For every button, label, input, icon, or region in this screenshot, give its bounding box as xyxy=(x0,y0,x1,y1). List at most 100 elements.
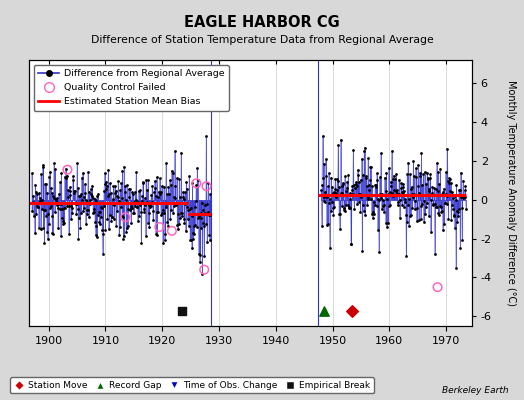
Point xyxy=(186,236,194,243)
Point xyxy=(46,169,54,175)
Point xyxy=(440,185,448,192)
Point xyxy=(176,215,184,221)
Point xyxy=(354,191,363,197)
Point xyxy=(27,170,36,176)
Point xyxy=(182,228,190,234)
Point xyxy=(42,181,50,187)
Point xyxy=(117,180,125,186)
Point xyxy=(49,193,58,199)
Point xyxy=(444,178,452,184)
Point xyxy=(41,212,50,219)
Point xyxy=(184,223,193,230)
Point xyxy=(390,187,399,193)
Point xyxy=(329,205,337,212)
Point xyxy=(323,222,331,228)
Point xyxy=(113,208,121,214)
Point xyxy=(319,161,328,167)
Point xyxy=(353,166,362,173)
Point xyxy=(126,207,134,214)
Point xyxy=(378,203,387,209)
Point xyxy=(195,259,204,265)
Point xyxy=(337,203,346,210)
Text: Berkeley Earth: Berkeley Earth xyxy=(442,386,508,395)
Point xyxy=(411,165,420,172)
Point xyxy=(421,168,429,175)
Point xyxy=(58,206,66,213)
Point xyxy=(379,202,388,208)
Point xyxy=(105,191,113,198)
Point xyxy=(62,173,71,180)
Point xyxy=(62,174,70,181)
Point xyxy=(45,220,53,227)
Point xyxy=(446,180,455,186)
Point xyxy=(170,202,178,209)
Point xyxy=(363,182,371,189)
Point xyxy=(362,175,370,182)
Point xyxy=(128,189,136,196)
Point xyxy=(405,196,413,202)
Point xyxy=(454,213,462,219)
Point xyxy=(158,210,167,216)
Point xyxy=(160,210,168,216)
Point xyxy=(370,202,379,208)
Point xyxy=(356,209,365,215)
Point xyxy=(168,167,176,174)
Point xyxy=(118,168,127,174)
Point xyxy=(395,176,403,183)
Point xyxy=(168,170,177,176)
Point xyxy=(87,191,95,197)
Point xyxy=(83,211,92,217)
Point xyxy=(454,209,463,216)
Point xyxy=(56,233,64,239)
Point xyxy=(457,194,465,200)
Point xyxy=(438,191,446,197)
Point xyxy=(103,182,111,189)
Point xyxy=(431,186,440,192)
Point xyxy=(460,187,468,194)
Point xyxy=(432,160,441,166)
Point xyxy=(342,188,350,194)
Point xyxy=(342,201,351,208)
Point xyxy=(95,209,103,215)
Point xyxy=(433,204,441,211)
Point xyxy=(80,194,89,201)
Point xyxy=(366,164,375,170)
Point xyxy=(144,210,152,216)
Point xyxy=(37,171,45,177)
Point xyxy=(151,185,159,192)
Point xyxy=(167,182,176,188)
Point xyxy=(66,188,74,194)
Point xyxy=(345,205,353,211)
Point xyxy=(318,222,326,229)
Point xyxy=(458,237,466,244)
Point xyxy=(166,216,174,222)
Point xyxy=(328,199,336,206)
Point xyxy=(365,182,374,188)
Point xyxy=(85,214,93,221)
Point xyxy=(191,204,200,210)
Point xyxy=(68,210,76,216)
Point xyxy=(421,210,430,217)
Point xyxy=(70,190,79,196)
Point xyxy=(340,205,348,211)
Point xyxy=(77,210,85,216)
Point xyxy=(397,185,405,192)
Point xyxy=(355,199,363,205)
Point xyxy=(106,212,114,218)
Point xyxy=(388,193,397,200)
Point xyxy=(441,200,449,206)
Point xyxy=(427,228,435,235)
Point xyxy=(422,200,431,206)
Point xyxy=(39,162,47,168)
Point xyxy=(80,204,88,211)
Point xyxy=(403,202,412,208)
Legend: Difference from Regional Average, Quality Control Failed, Estimated Station Mean: Difference from Regional Average, Qualit… xyxy=(34,65,229,111)
Point xyxy=(424,213,433,220)
Point xyxy=(388,189,396,196)
Point xyxy=(151,230,160,237)
Point xyxy=(368,183,376,189)
Point xyxy=(75,193,84,199)
Point xyxy=(413,182,422,189)
Point xyxy=(442,192,451,199)
Point xyxy=(346,190,354,196)
